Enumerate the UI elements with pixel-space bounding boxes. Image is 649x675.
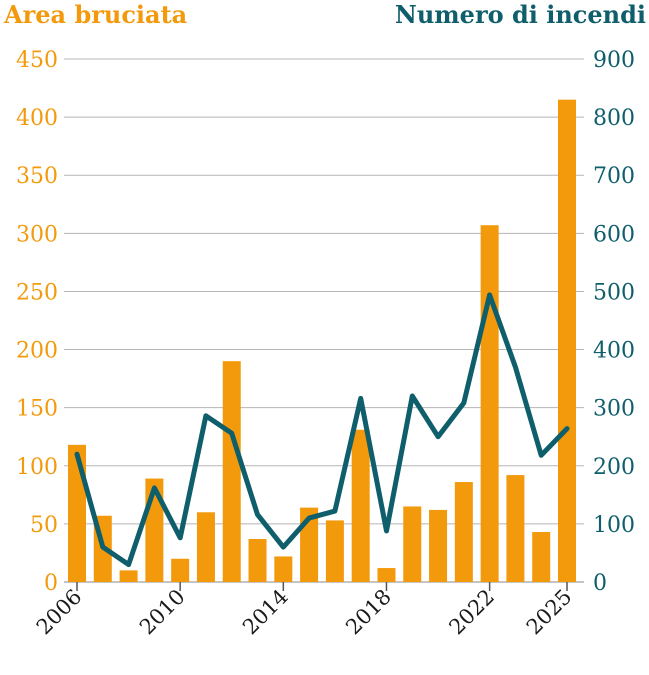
fires-count-line	[74, 292, 570, 568]
left-tick-label: 350	[16, 164, 58, 189]
bar-2018	[377, 568, 396, 582]
right-tick-label: 600	[593, 222, 635, 247]
left-tick-label: 50	[30, 513, 58, 538]
right-tick-label: 200	[593, 455, 635, 480]
bar-2020	[429, 509, 448, 582]
bar-2021	[454, 482, 473, 582]
left-tick-label: 300	[16, 222, 58, 247]
bar-2022	[480, 225, 499, 582]
x-tick-label: 2022	[444, 585, 499, 640]
right-axis-title: Numero di incendi	[395, 0, 646, 29]
left-tick-label: 0	[44, 571, 58, 596]
left-tick-label: 450	[16, 48, 58, 73]
left-tick-label: 250	[16, 280, 58, 305]
left-tick-label: 200	[16, 339, 58, 364]
left-tick-label: 150	[16, 397, 58, 422]
x-axis-ticks: 2006 2010 2014 2018 2022 2025	[32, 582, 577, 639]
left-tick-label: 100	[16, 455, 58, 480]
right-tick-label: 700	[593, 164, 635, 189]
bar-2025	[558, 99, 576, 582]
right-tick-label: 300	[593, 397, 635, 422]
left-tick-label: 400	[16, 106, 58, 131]
right-axis-ticks: 900 800 700 600 500 400 300 200 100 0	[593, 48, 635, 596]
x-tick-label: 2014	[238, 585, 293, 640]
right-tick-label: 500	[593, 280, 635, 305]
left-axis-title: Area bruciata	[3, 0, 187, 29]
gridlines	[64, 58, 584, 583]
right-tick-label: 800	[593, 106, 635, 131]
bar-2016	[325, 520, 344, 582]
x-tick-label: 2025	[522, 585, 577, 640]
right-tick-label: 100	[593, 513, 635, 538]
right-tick-label: 900	[593, 48, 635, 73]
bar-2013	[248, 538, 267, 582]
bar-2023	[506, 475, 525, 582]
x-tick-label: 2010	[135, 585, 190, 640]
bar-2019	[403, 506, 422, 582]
bar-2012	[222, 361, 241, 582]
bar-2010	[171, 558, 190, 582]
bars	[68, 99, 576, 582]
right-tick-label: 0	[593, 571, 607, 596]
bar-2008	[119, 570, 138, 582]
right-tick-label: 400	[593, 339, 635, 364]
left-axis-ticks: 450 400 350 300 250 200 150 100 50 0	[16, 48, 58, 596]
bar-2017	[351, 429, 370, 582]
bar-2014	[274, 556, 293, 582]
bar-2011	[196, 512, 215, 582]
bar-2006	[68, 444, 86, 582]
x-tick-label: 2006	[32, 585, 87, 640]
bar-2024	[532, 532, 551, 582]
line-series	[74, 292, 570, 568]
x-tick-label: 2018	[341, 585, 396, 640]
